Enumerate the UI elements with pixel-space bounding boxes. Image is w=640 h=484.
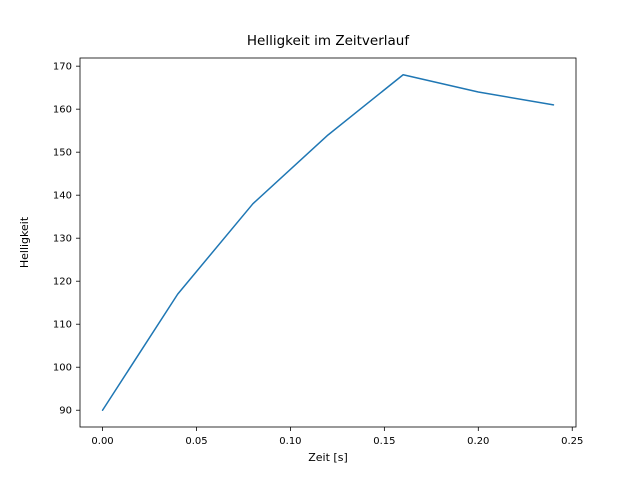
data-line [101, 74, 555, 411]
y-tick-label: 140 [53, 191, 72, 202]
y-tick-label: 110 [53, 320, 72, 331]
x-tick-label: 0.15 [373, 436, 395, 447]
chart-generated-layer: 0.00 0.05 0.10 0.15 0.20 0.25 90 100 110 120 130 14… [53, 57, 583, 447]
chart-title: Helligkeit im Zeitverlauf [247, 33, 410, 49]
x-tick-label: 0.25 [561, 436, 583, 447]
x-axis-label: Zeit [s] [308, 451, 347, 464]
x-tick-label: 0.20 [467, 436, 489, 447]
axes-frame [79, 57, 577, 428]
y-tick-label: 90 [59, 406, 72, 417]
y-tick-label: 130 [53, 234, 72, 245]
x-tick-label: 0.10 [279, 436, 301, 447]
y-tick-label: 150 [53, 148, 72, 159]
x-tick-label: 0.00 [91, 436, 113, 447]
y-tick-label: 100 [53, 363, 72, 374]
y-tick-label: 160 [53, 105, 72, 116]
y-tick-label: 120 [53, 277, 72, 288]
y-tick-label: 170 [53, 62, 72, 73]
x-tick-label: 0.05 [185, 436, 207, 447]
y-axis-label: Helligkeit [18, 216, 31, 268]
